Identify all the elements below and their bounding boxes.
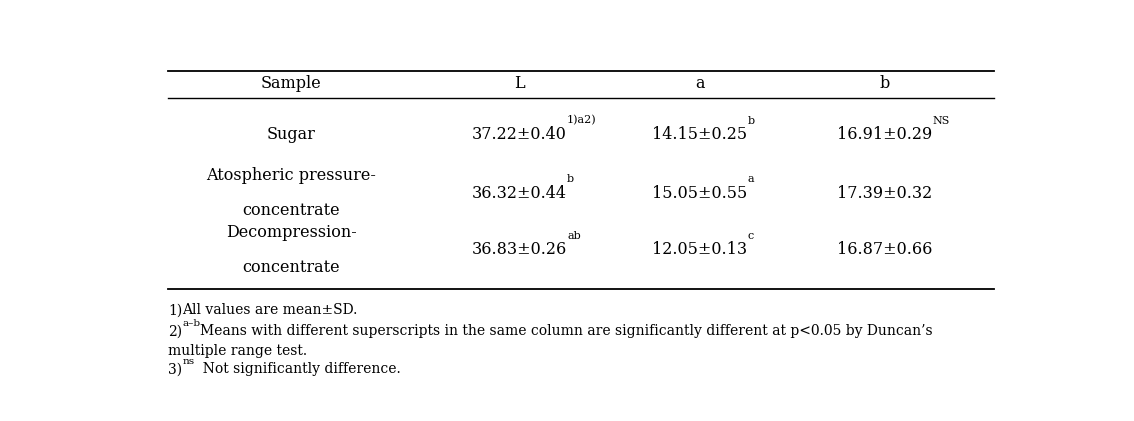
Text: ns: ns: [183, 357, 194, 365]
Text: 17.39±0.32: 17.39±0.32: [837, 185, 932, 202]
Text: NS: NS: [932, 116, 949, 126]
Text: Means with different superscripts in the same column are significantly different: Means with different superscripts in the…: [201, 325, 933, 338]
Text: b: b: [567, 174, 574, 184]
Text: 14.15±0.25: 14.15±0.25: [652, 126, 747, 143]
Text: Decompression-: Decompression-: [226, 224, 356, 240]
Text: 12.05±0.13: 12.05±0.13: [652, 241, 747, 258]
Text: a–b: a–b: [183, 319, 201, 328]
Text: 37.22±0.40: 37.22±0.40: [472, 126, 567, 143]
Text: b: b: [747, 116, 754, 126]
Text: ab: ab: [567, 231, 581, 241]
Text: concentrate: concentrate: [243, 203, 340, 219]
Text: c: c: [747, 231, 754, 241]
Text: 36.32±0.44: 36.32±0.44: [472, 185, 567, 202]
Text: Sample: Sample: [261, 75, 322, 92]
Text: 1)a2): 1)a2): [567, 115, 596, 126]
Text: L: L: [515, 75, 525, 92]
Text: 36.83±0.26: 36.83±0.26: [472, 241, 567, 258]
Text: multiple range test.: multiple range test.: [168, 344, 307, 358]
Text: 16.87±0.66: 16.87±0.66: [837, 241, 932, 258]
Text: Not significantly difference.: Not significantly difference.: [194, 362, 401, 376]
Text: 1): 1): [168, 304, 183, 317]
Text: 15.05±0.55: 15.05±0.55: [652, 185, 747, 202]
Text: a: a: [747, 174, 754, 184]
Text: a: a: [695, 75, 704, 92]
Text: 16.91±0.29: 16.91±0.29: [837, 126, 932, 143]
Text: 3): 3): [168, 362, 183, 376]
Text: concentrate: concentrate: [243, 259, 340, 276]
Text: All values are mean±SD.: All values are mean±SD.: [183, 304, 357, 317]
Text: Sugar: Sugar: [266, 126, 315, 143]
Text: Atospheric pressure-: Atospheric pressure-: [206, 167, 376, 184]
Text: b: b: [879, 75, 889, 92]
Text: 2): 2): [168, 325, 183, 338]
